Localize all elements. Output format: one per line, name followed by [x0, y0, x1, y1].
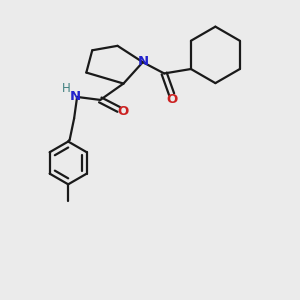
Text: O: O	[167, 93, 178, 106]
Text: N: N	[137, 55, 148, 68]
Text: N: N	[70, 90, 81, 103]
Text: O: O	[117, 105, 128, 118]
Text: H: H	[62, 82, 71, 95]
